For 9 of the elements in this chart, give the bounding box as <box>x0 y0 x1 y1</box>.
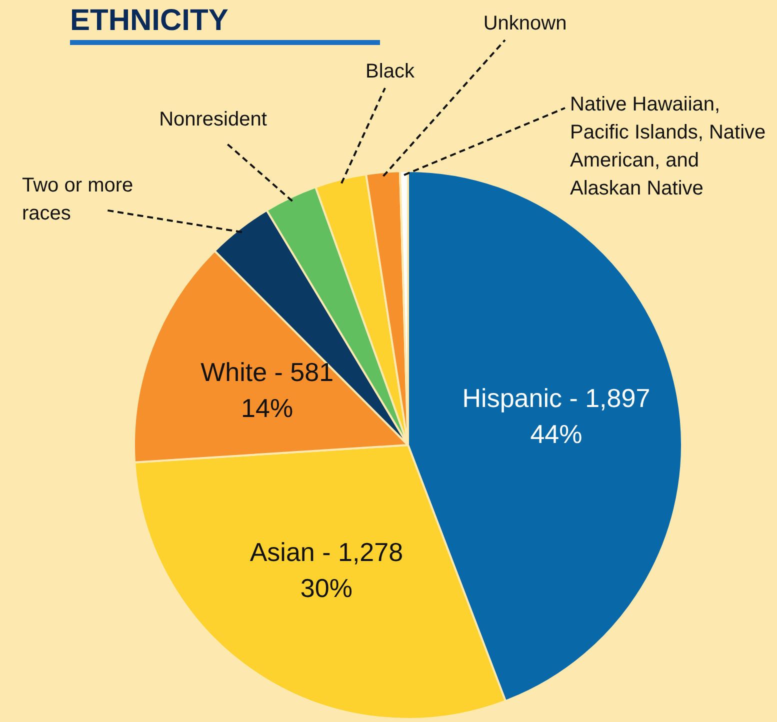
slice-label: Two or more races <box>22 174 134 225</box>
slice-label: White - 581 14% <box>200 356 334 423</box>
chart-title: ETHNICITY <box>70 4 228 38</box>
slice-label: Nonresident <box>159 108 268 131</box>
slice-label: Asian - 1,278 30% <box>250 536 404 603</box>
slice-label: Native Hawaiian, Pacific Islands, Native American, and Alaskan Native <box>570 94 766 200</box>
slice-label: Black <box>366 60 416 83</box>
slice-label: Hispanic - 1,897 44% <box>462 382 650 449</box>
slice-label: Unknown <box>483 12 567 35</box>
